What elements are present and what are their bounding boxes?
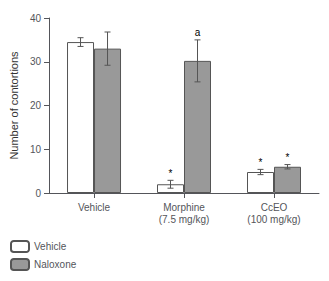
svg-text:10: 10	[30, 144, 42, 155]
svg-text:*: *	[169, 168, 173, 179]
svg-text:a: a	[195, 27, 201, 38]
svg-text:*: *	[286, 152, 290, 163]
svg-text:30: 30	[30, 56, 42, 67]
svg-text:Morphine: Morphine	[163, 202, 205, 213]
svg-text:Naloxone: Naloxone	[34, 259, 77, 270]
svg-text:Vehicle: Vehicle	[34, 241, 67, 252]
svg-text:CcEO: CcEO	[261, 202, 288, 213]
svg-text:40: 40	[30, 13, 42, 24]
svg-text:(7.5 mg/kg): (7.5 mg/kg)	[159, 214, 210, 225]
svg-text:Number of contortions: Number of contortions	[8, 51, 20, 160]
svg-text:*: *	[259, 157, 263, 168]
svg-text:(100 mg/kg): (100 mg/kg)	[247, 214, 300, 225]
svg-text:20: 20	[30, 100, 42, 111]
svg-text:Vehicle: Vehicle	[78, 202, 111, 213]
svg-text:0: 0	[35, 188, 41, 199]
